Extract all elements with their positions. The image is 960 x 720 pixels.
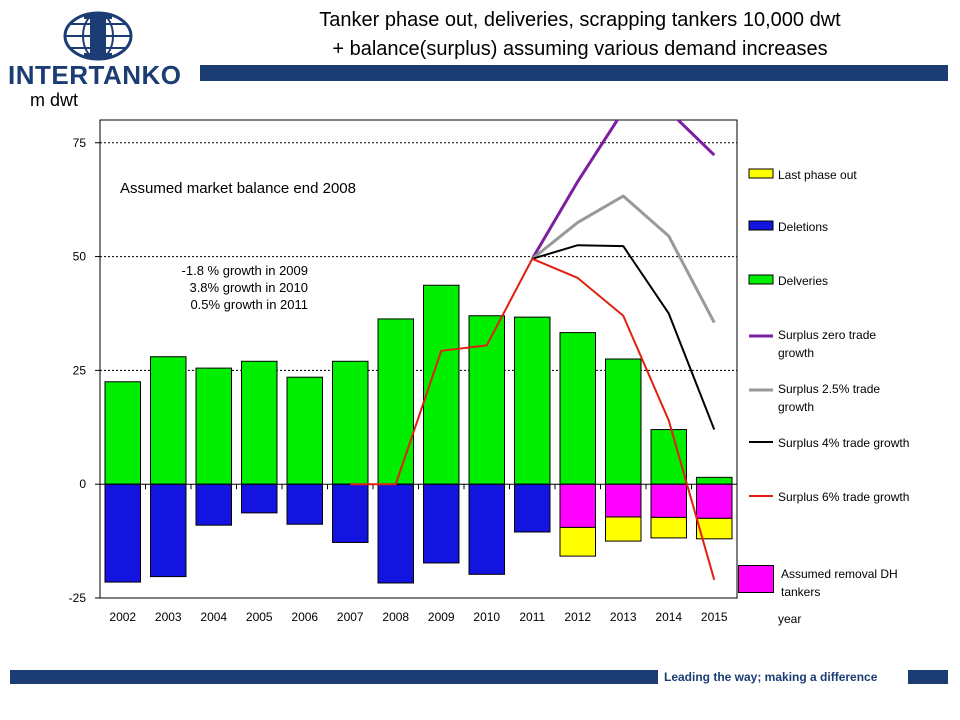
bar-deliveries-2002 (104, 381, 141, 485)
growth-line-2009: -1.8 % growth in 2009 (181, 263, 308, 278)
legend-label-deletions: Deletions (778, 220, 829, 234)
legend-label-removal-dh: Assumed removal DH tankers (781, 567, 898, 599)
legend-label-surplus-4: Surplus 4% trade growth (778, 436, 910, 450)
legend-swatch-removal-dh (738, 565, 774, 593)
bar-deletions-2010 (468, 483, 505, 575)
x-tick-label-2015: 2015 (701, 610, 728, 624)
y-axis-label: m dwt (30, 90, 79, 110)
x-tick-label-2007: 2007 (337, 610, 364, 624)
x-tick-label-2010: 2010 (473, 610, 500, 624)
balance-annotation: Assumed market balance end 2008 (120, 180, 356, 197)
bar-deletions-2011 (514, 483, 551, 533)
globe-logo-icon (63, 11, 133, 61)
bar-last_phase_out-2014 (650, 516, 687, 539)
chart-title: Tanker phase out, deliveries, scrapping … (230, 6, 930, 64)
bar-deliveries-2003 (150, 356, 187, 485)
x-tick-label-2008: 2008 (382, 610, 409, 624)
bar-deliveries-2006 (286, 376, 323, 485)
header-bar (200, 65, 948, 81)
x-tick-label-2004: 2004 (200, 610, 227, 624)
growth-line-2011: 0.5% growth in 2011 (190, 297, 308, 312)
x-tick-label-2009: 2009 (428, 610, 455, 624)
bar-deliveries-2012 (559, 332, 596, 485)
bar-deliveries-2014 (650, 429, 687, 485)
bar-deletions-2006 (286, 483, 323, 525)
legend-label-deliveries: Delveries (778, 274, 829, 288)
bar-removal_dh-2014 (650, 483, 687, 518)
bar-last_phase_out-2015 (696, 517, 733, 540)
bar-deliveries-2004 (195, 367, 232, 485)
title-line-2: + balance(surplus) assuming various dema… (332, 38, 828, 60)
line-surplus_4 (531, 244, 716, 430)
bar-last_phase_out-2013 (605, 516, 642, 542)
legend-label-surplus-2-5: Surplus 2.5% trade growth (778, 382, 881, 414)
x-axis-title: year (778, 612, 802, 626)
x-tick-label-2003: 2003 (155, 610, 182, 624)
x-tick-label-2012: 2012 (564, 610, 591, 624)
legend-swatch-last_phase_out (748, 168, 774, 179)
line-surplus_zero (530, 120, 716, 260)
legend-label-surplus-6: Surplus 6% trade growth (778, 490, 910, 504)
x-tick-label-2011: 2011 (519, 610, 545, 624)
bar-removal_dh-2013 (605, 483, 642, 518)
legend-label-surplus-zero: Surplus zero trade growth (778, 328, 877, 360)
bar-deliveries-2007 (332, 360, 369, 485)
bar-deletions-2007 (332, 483, 369, 543)
bar-deliveries-2008 (377, 318, 414, 485)
growth-line-2010: 3.8% growth in 2010 (189, 280, 308, 295)
y-tick-label: 75 (73, 136, 87, 150)
bar-deliveries-2011 (514, 316, 551, 485)
bar-deliveries-2015 (696, 476, 733, 485)
bar-deletions-2008 (377, 483, 414, 584)
x-tick-label-2002: 2002 (109, 610, 136, 624)
legend-swatch-deletions (748, 220, 774, 231)
bar-removal_dh-2015 (696, 483, 733, 519)
logo-text: INTERTANKO (8, 60, 182, 90)
title-line-1: Tanker phase out, deliveries, scrapping … (319, 9, 841, 31)
footer-bar-right (908, 670, 948, 684)
legend-label-last-phase-out: Last phase out (778, 168, 857, 182)
y-tick-label: -25 (69, 591, 87, 605)
footer-tagline: Leading the way; making a difference (664, 670, 878, 684)
footer-bar-left (10, 670, 658, 684)
bar-deletions-2004 (195, 483, 232, 526)
y-tick-label: 25 (73, 363, 87, 377)
x-tick-label-2006: 2006 (291, 610, 318, 624)
bar-deliveries-2010 (468, 315, 505, 485)
bar-deletions-2003 (150, 483, 187, 578)
bar-deliveries-2005 (241, 360, 278, 485)
legend-swatch-deliveries (748, 274, 774, 285)
bar-deletions-2002 (104, 483, 141, 583)
x-tick-label-2005: 2005 (246, 610, 273, 624)
plot-frame (99, 119, 738, 599)
line-surplus_2_5 (531, 194, 716, 324)
line-surplus_6 (350, 257, 716, 581)
growth-annotation: -1.8 % growth in 2009 3.8% growth in 201… (120, 262, 308, 313)
bar-deletions-2005 (241, 483, 278, 514)
bar-deletions-2009 (423, 483, 460, 564)
bar-last_phase_out-2012 (559, 526, 596, 557)
bar-removal_dh-2012 (559, 483, 596, 528)
y-tick-label: 0 (79, 477, 86, 491)
y-tick-label: 50 (73, 250, 87, 264)
x-tick-label-2013: 2013 (610, 610, 637, 624)
bar-deliveries-2013 (605, 358, 642, 485)
x-tick-label-2014: 2014 (655, 610, 682, 624)
